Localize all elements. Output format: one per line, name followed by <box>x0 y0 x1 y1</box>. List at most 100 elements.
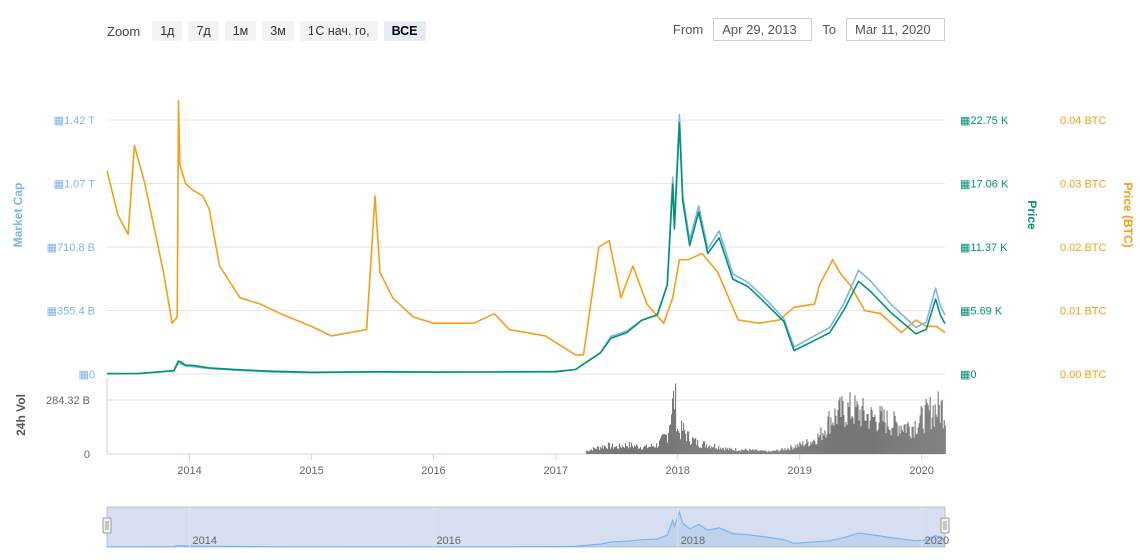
volume-bar <box>741 449 743 454</box>
volume-bar <box>787 448 789 454</box>
volume-bar <box>809 445 811 454</box>
volume-bar <box>788 449 790 454</box>
navigator-right-handle[interactable] <box>940 517 950 534</box>
volume-bar <box>763 450 765 454</box>
volume-bar <box>855 407 857 454</box>
volume-bar <box>681 420 683 454</box>
volume-bar <box>609 448 611 454</box>
price-tick-label: ▦17.06 K <box>960 179 1009 191</box>
volume-bars <box>585 383 946 454</box>
x-tick-label: 2020 <box>909 465 933 477</box>
volume-bar <box>692 437 694 454</box>
volume-bar <box>807 441 809 454</box>
volume-bar <box>792 449 794 454</box>
volume-bar <box>926 402 928 454</box>
volume-bar <box>739 450 741 454</box>
volume-bar <box>722 447 724 454</box>
volume-bar <box>631 445 634 454</box>
volume-bar <box>719 449 721 454</box>
volume-bar <box>791 447 793 454</box>
volume-bar <box>789 450 791 454</box>
volume-bar <box>907 422 909 454</box>
volume-bar <box>918 423 920 454</box>
volume-bar <box>929 396 931 454</box>
x-tick-label: 2016 <box>421 465 445 477</box>
volume-bar <box>770 451 772 454</box>
volume-bar <box>648 446 651 454</box>
volume-bar <box>589 449 591 454</box>
zoom-ytd-button[interactable]: С нач. го, <box>313 21 378 41</box>
from-date-input[interactable]: Apr 29, 2013 <box>713 18 813 41</box>
volume-bar <box>882 421 884 454</box>
volume-bar <box>810 441 812 454</box>
volume-bar <box>708 446 710 454</box>
volume-bar <box>695 437 697 454</box>
volume-bar <box>596 446 598 454</box>
volume-bar <box>604 446 606 454</box>
volume-bar <box>640 449 643 454</box>
volume-bar <box>678 430 680 454</box>
volume-bar <box>914 421 916 454</box>
series-lines <box>106 100 946 375</box>
volume-bar <box>594 448 596 454</box>
zoom-7d-button[interactable]: 7д <box>188 21 219 41</box>
volume-bar <box>863 410 865 454</box>
volume-bar <box>744 449 746 454</box>
zoom-3m-button[interactable]: 3м <box>262 21 294 41</box>
volume-bar <box>727 448 729 454</box>
volume-bar <box>943 419 945 454</box>
price-btc-tick-label: 0.04 BTC <box>1060 115 1107 127</box>
volume-bar <box>637 448 640 454</box>
volume-bar <box>890 435 892 454</box>
volume-bar <box>886 410 888 454</box>
volume-bar <box>597 446 599 454</box>
volume-bar <box>742 449 744 454</box>
price-axis-title: Price <box>1025 200 1039 230</box>
volume-bar <box>676 431 678 454</box>
price-btc-tick-label: 0.02 BTC <box>1060 242 1107 254</box>
volume-bar <box>839 397 841 454</box>
volume-bar <box>730 448 732 454</box>
market-cap-tick-label: ▦710.8 B <box>47 242 95 254</box>
navigator-left-handle[interactable] <box>102 517 112 534</box>
volume-bar <box>603 445 605 454</box>
to-label: To <box>822 22 836 37</box>
market-cap-tick-label: ▦1.07 T <box>54 179 96 191</box>
volume-bar <box>649 446 652 454</box>
volume-bar <box>588 450 590 454</box>
volume-bar <box>629 447 632 454</box>
volume-bar <box>647 447 650 454</box>
volume-bar <box>891 427 893 454</box>
zoom-1d-button[interactable]: 1д <box>152 21 183 41</box>
volume-bar <box>724 450 726 454</box>
volume-bar <box>869 420 871 454</box>
volume-bar <box>766 451 768 454</box>
volume-bar <box>796 447 798 454</box>
volume-bar <box>747 450 749 454</box>
volume-bar <box>662 434 665 454</box>
volume-bar <box>876 431 878 454</box>
volume-bar <box>832 422 834 454</box>
volume-bar <box>645 444 648 454</box>
to-date-input[interactable]: Mar 11, 2020 <box>846 18 945 41</box>
volume-bar <box>826 434 828 454</box>
price-btc-tick-label: 0.01 BTC <box>1060 306 1107 318</box>
volume-bar <box>593 448 595 454</box>
price-tick-label: ▦5.69 K <box>960 306 1003 318</box>
volume-bar <box>685 433 687 454</box>
volume-bar <box>616 448 618 454</box>
zoom-all-button[interactable]: ВСЕ <box>383 21 426 41</box>
volume-bar <box>703 441 705 454</box>
volume-bar <box>682 430 684 454</box>
volume-bar <box>897 436 899 454</box>
volume-bar <box>754 450 756 454</box>
volume-bar <box>717 449 719 454</box>
navigator[interactable]: 2014 2016 2018 2020 <box>102 506 950 548</box>
volume-bar <box>602 448 604 454</box>
volume-bar <box>639 446 642 454</box>
zoom-1m-button[interactable]: 1м <box>224 21 257 41</box>
volume-bar <box>623 448 626 454</box>
volume-bar <box>893 411 895 454</box>
volume-bar <box>622 446 624 454</box>
